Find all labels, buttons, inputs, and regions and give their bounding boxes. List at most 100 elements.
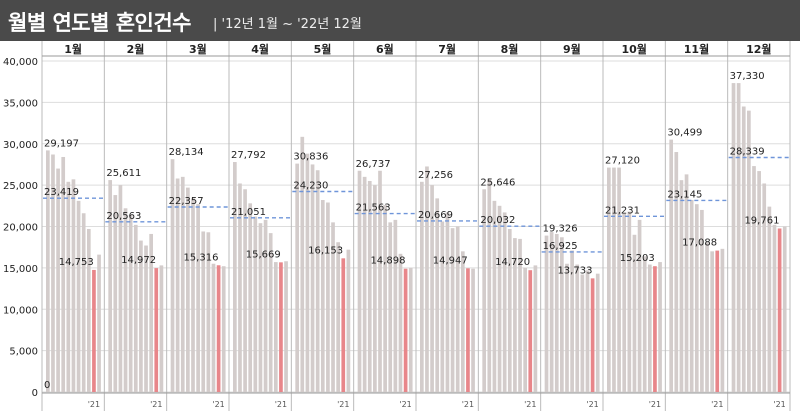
bar bbox=[336, 242, 340, 392]
bar bbox=[580, 274, 585, 392]
max-value-label: 30,499 bbox=[667, 128, 702, 139]
bar-2021 bbox=[777, 228, 782, 392]
bar bbox=[607, 167, 611, 392]
bar bbox=[445, 212, 450, 392]
bar bbox=[507, 228, 512, 392]
latest-value-label: 15,669 bbox=[246, 249, 281, 260]
bar-2021 bbox=[341, 258, 346, 392]
average-value-label: 23,419 bbox=[44, 187, 79, 198]
bar bbox=[420, 181, 424, 392]
bar bbox=[133, 224, 138, 392]
chart-title: 월별 연도별 혼인건수 bbox=[8, 11, 192, 35]
bar bbox=[450, 228, 455, 392]
bar bbox=[357, 170, 362, 392]
bar bbox=[772, 224, 777, 392]
bar bbox=[617, 167, 621, 392]
bar bbox=[492, 200, 497, 392]
bar bbox=[782, 226, 787, 392]
bar bbox=[544, 235, 549, 392]
bar bbox=[86, 228, 91, 392]
month-header-label: 8월 bbox=[501, 42, 519, 56]
bar bbox=[346, 249, 351, 392]
bar bbox=[315, 170, 320, 392]
bar bbox=[221, 266, 226, 392]
month-header-label: 10월 bbox=[621, 42, 646, 56]
bar bbox=[284, 261, 288, 392]
average-value-label: 20,669 bbox=[418, 210, 453, 221]
bar bbox=[123, 208, 128, 392]
bar bbox=[367, 180, 372, 392]
bar bbox=[186, 187, 190, 392]
month-header-label: 5월 bbox=[314, 42, 332, 56]
max-value-label: 27,120 bbox=[605, 156, 640, 167]
average-value-label: 22,357 bbox=[169, 196, 204, 207]
bar bbox=[300, 136, 305, 392]
bar bbox=[180, 176, 185, 392]
y-tick-label: 25,000 bbox=[3, 181, 38, 192]
bar bbox=[393, 219, 398, 392]
bar bbox=[549, 232, 554, 392]
month-header-label: 7월 bbox=[438, 42, 456, 56]
y-tick-label: 40,000 bbox=[3, 57, 38, 68]
y-tick-label: 10,000 bbox=[3, 305, 38, 316]
bar bbox=[159, 265, 164, 392]
bar bbox=[637, 219, 642, 392]
bar bbox=[373, 185, 377, 393]
bar bbox=[71, 179, 76, 392]
year-tick-label: '21 bbox=[212, 400, 224, 409]
month-header-label: 9월 bbox=[563, 42, 581, 56]
bar bbox=[455, 226, 460, 392]
bar bbox=[258, 223, 263, 392]
max-value-label: 28,134 bbox=[169, 147, 204, 158]
max-value-label: 25,646 bbox=[480, 177, 515, 188]
bar bbox=[108, 180, 113, 392]
y-tick-label: 20,000 bbox=[3, 223, 38, 234]
bar bbox=[622, 213, 627, 392]
bar bbox=[66, 181, 71, 392]
bar bbox=[460, 251, 465, 392]
bar bbox=[201, 231, 206, 392]
bar bbox=[310, 164, 315, 392]
latest-value-label: 14,753 bbox=[59, 257, 94, 268]
bar bbox=[487, 179, 492, 392]
latest-value-label: 14,972 bbox=[121, 255, 156, 266]
bar bbox=[331, 222, 335, 392]
bar bbox=[398, 253, 403, 392]
bar bbox=[248, 203, 253, 392]
average-value-label: 24,230 bbox=[293, 180, 328, 191]
max-value-label: 37,330 bbox=[730, 71, 765, 82]
average-value-label: 20,563 bbox=[106, 211, 141, 222]
bar bbox=[658, 262, 662, 392]
average-value-label: 28,339 bbox=[730, 146, 765, 157]
bar bbox=[76, 200, 81, 392]
bar bbox=[752, 166, 756, 392]
y-tick-label: 30,000 bbox=[3, 140, 38, 151]
bar bbox=[388, 222, 393, 392]
bar bbox=[206, 232, 211, 392]
title-bar: 월별 연도별 혼인건수 | '12년 1월 ~ '22년 12월 bbox=[0, 0, 800, 41]
month-header-label: 4월 bbox=[251, 42, 269, 56]
bar bbox=[741, 106, 746, 392]
bar bbox=[430, 185, 434, 393]
bar bbox=[570, 250, 574, 392]
bar bbox=[362, 176, 367, 392]
bar bbox=[175, 178, 180, 392]
latest-value-label: 16,153 bbox=[308, 245, 343, 256]
bar bbox=[767, 206, 772, 392]
bar-2021 bbox=[653, 266, 657, 392]
year-tick-label: '21 bbox=[524, 400, 536, 409]
bar bbox=[627, 211, 632, 392]
bar bbox=[513, 238, 517, 392]
bar bbox=[736, 83, 741, 392]
origin-label: 0 bbox=[44, 380, 50, 391]
month-header-label: 6월 bbox=[376, 42, 394, 56]
bar bbox=[533, 265, 538, 392]
bar bbox=[295, 163, 300, 392]
max-value-label: 26,737 bbox=[356, 159, 391, 170]
chart-subtitle: | '12년 1월 ~ '22년 12월 bbox=[213, 17, 362, 32]
bar bbox=[705, 242, 709, 392]
bar bbox=[46, 150, 50, 392]
bar bbox=[61, 156, 66, 392]
bar bbox=[139, 240, 143, 392]
bar-2021 bbox=[403, 268, 408, 392]
